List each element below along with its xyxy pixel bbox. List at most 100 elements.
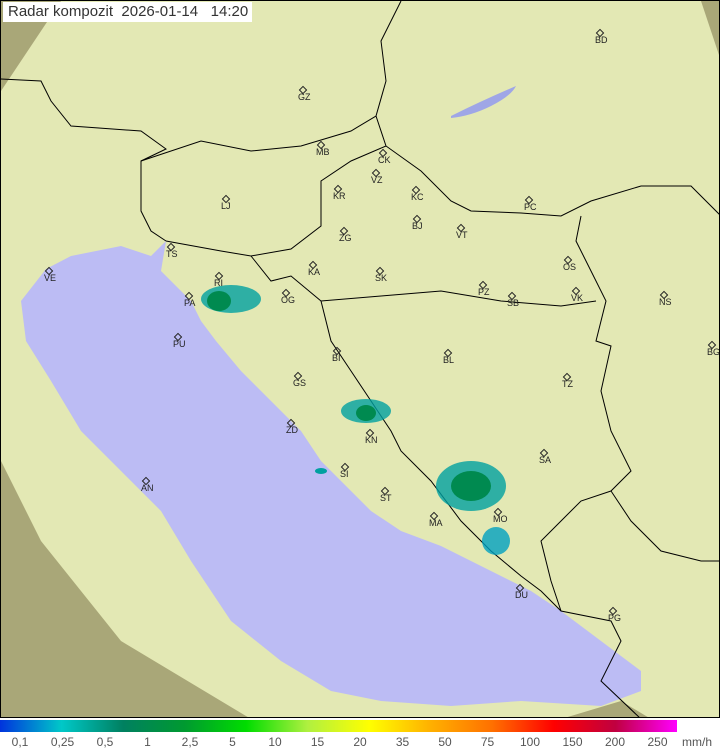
legend-tick: 2,5 — [181, 735, 199, 749]
city-marker-bg: BG — [707, 340, 719, 357]
city-marker-si: SI — [340, 462, 350, 479]
city-marker-tz: TZ — [562, 372, 573, 389]
city-marker-ck: CK — [378, 148, 391, 165]
city-label: KN — [365, 435, 378, 445]
date-text: 2026-01-14 — [121, 3, 199, 20]
city-marker-sa: SA — [539, 448, 551, 465]
city-marker-pz: PZ — [478, 280, 490, 297]
legend-gradient-rect — [0, 720, 677, 732]
city-marker-kc: KC — [411, 185, 424, 202]
city-marker-gs: GS — [293, 371, 306, 388]
city-label: BI — [332, 353, 341, 363]
city-label: GS — [293, 378, 307, 388]
city-label: DU — [515, 590, 528, 600]
city-label: PG — [608, 613, 622, 623]
city-label: CK — [378, 155, 391, 165]
legend-tick: 200 — [604, 735, 626, 749]
map-title: Radar kompozit 2026-01-14 14:20 — [3, 2, 253, 22]
legend-ticks: 0,1 0,25 0,5 1 2,5 5 10 15 20 35 50 75 100 150 200 250 m… — [0, 735, 720, 751]
city-marker-os: OS — [563, 255, 576, 272]
legend-tick: 75 — [480, 735, 495, 749]
city-label: BD — [595, 35, 608, 45]
legend-tick: 35 — [395, 735, 410, 749]
city-marker-zd: ZD — [286, 418, 298, 435]
title-text: Radar kompozit — [8, 3, 114, 20]
city-marker-pu: PU — [173, 332, 186, 349]
city-label: VE — [44, 273, 57, 283]
lake-balaton — [451, 86, 516, 118]
legend-tick: 100 — [519, 735, 541, 749]
city-marker-ka: KA — [308, 260, 320, 277]
city-marker-zg: ZG — [339, 226, 352, 243]
legend-tick: 0,5 — [96, 735, 114, 749]
city-label: OG — [281, 295, 296, 305]
city-marker-bj: BJ — [412, 214, 423, 231]
city-label: KA — [308, 267, 321, 277]
city-label: BG — [707, 347, 720, 357]
city-label: BJ — [412, 221, 423, 231]
city-marker-an: AN — [141, 476, 154, 493]
city-label: LJ — [221, 201, 231, 211]
city-label: ZG — [339, 233, 352, 243]
city-label: AN — [141, 483, 154, 493]
legend-unit: mm/h — [682, 735, 712, 749]
city-label: VZ — [371, 175, 383, 185]
city-label: MO — [493, 514, 508, 524]
city-label: VK — [571, 293, 584, 303]
adriatic-sea — [21, 241, 641, 706]
city-label: MB — [316, 147, 330, 157]
city-label: GZ — [298, 92, 311, 102]
city-label: BL — [443, 355, 455, 365]
map-graphics — [1, 1, 719, 717]
legend-tick: 20 — [353, 735, 367, 749]
city-label: PZ — [478, 287, 490, 297]
city-marker-pg: PG — [608, 606, 621, 623]
legend-tick: 10 — [268, 735, 282, 749]
city-label: SI — [340, 469, 349, 479]
city-marker-gz: GZ — [298, 85, 311, 102]
city-label: SB — [507, 298, 520, 308]
city-label: SA — [539, 455, 552, 465]
city-marker-bl: BL — [443, 348, 454, 365]
city-marker-og: OG — [281, 288, 295, 305]
time-text: 14:20 — [210, 3, 249, 20]
city-label: OS — [563, 262, 577, 272]
legend-tick: 0,25 — [50, 735, 75, 749]
city-marker-vz: VZ — [371, 168, 383, 185]
city-marker-ts: TS — [166, 242, 178, 259]
city-label: KR — [333, 191, 346, 201]
city-label: PU — [173, 339, 186, 349]
city-marker-kn: KN — [365, 428, 378, 445]
city-label: TS — [166, 249, 178, 259]
city-marker-mb: MB — [316, 140, 330, 157]
legend-tick: 50 — [438, 735, 452, 749]
city-label: VT — [456, 230, 468, 240]
city-marker-sk: SK — [375, 266, 387, 283]
radar-map[interactable]: Radar kompozit 2026-01-14 14:20 GZ BD MB CK… — [0, 0, 720, 718]
legend-tick: 0,1 — [11, 735, 29, 749]
legend-tick: 150 — [562, 735, 583, 749]
city-marker-du: DU — [515, 583, 528, 600]
city-label: ST — [380, 493, 392, 503]
city-label: PC — [524, 202, 537, 212]
city-label: PA — [184, 298, 196, 308]
city-label: ZD — [286, 425, 298, 435]
precipitation-echoes — [201, 285, 510, 555]
city-label: RI — [214, 278, 223, 288]
city-marker-pc: PC — [524, 195, 537, 212]
city-marker-st: ST — [380, 486, 392, 503]
country-borders — [1, 1, 719, 717]
city-marker-bd: BD — [595, 28, 608, 45]
city-marker-bi: BI — [332, 346, 342, 363]
city-marker-ns: NS — [659, 290, 672, 307]
city-label: MA — [429, 518, 443, 528]
city-marker-ve: VE — [44, 266, 56, 283]
city-marker-vk: VK — [571, 286, 583, 303]
legend-tick: 15 — [310, 735, 325, 749]
legend-tick: 1 — [144, 735, 151, 749]
city-label: TZ — [562, 379, 573, 389]
city-label: NS — [659, 297, 672, 307]
legend-tick: 250 — [647, 735, 668, 749]
city-label: SK — [375, 273, 388, 283]
city-marker-kr: KR — [333, 184, 346, 201]
